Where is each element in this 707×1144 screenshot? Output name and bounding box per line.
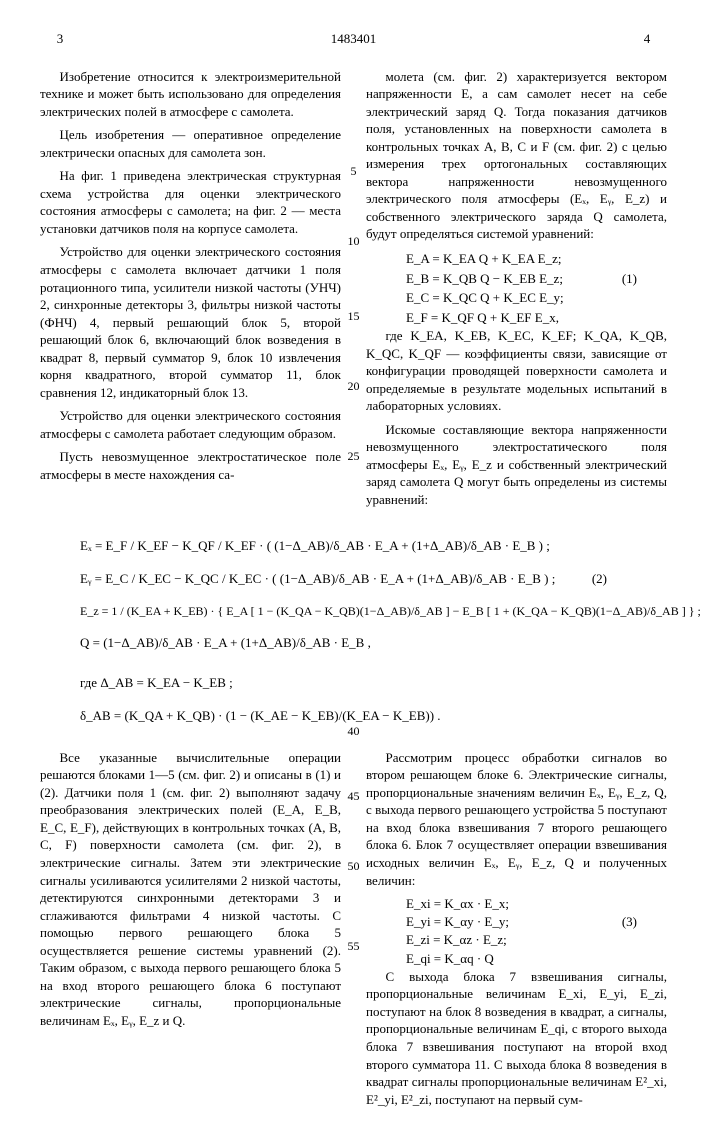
paragraph: где K_EA, K_EB, K_EC, K_EF; K_QA, K_QB, …: [366, 327, 667, 415]
equation-label: (2): [592, 567, 607, 592]
paragraph: Искомые составляющие вектора напряженнос…: [366, 421, 667, 509]
line-marker: 25: [348, 448, 360, 464]
page-number-right: 4: [627, 30, 667, 48]
equation-line: E_z = 1 / (K_EA + K_EB) · { E_A [ 1 − (K…: [80, 600, 667, 623]
equation-line: E_zi = K_αz · E_z;: [406, 931, 667, 949]
paragraph: Рассмотрим процесс обработки сигналов во…: [366, 749, 667, 889]
equation-line: Q = (1−Δ_AB)/δ_AB · E_A + (1+Δ_AB)/δ_AB …: [80, 631, 667, 656]
paragraph: Цель изобретения — оперативное определен…: [40, 126, 341, 161]
right-column: молета (см. фиг. 2) характеризуется вект…: [366, 68, 667, 515]
equation-line: E_C = K_QC Q + K_EC E_y;: [406, 288, 667, 308]
patent-number: 1483401: [80, 30, 627, 48]
equation-line: E_B = K_QB Q − K_EB E_z; (1): [406, 269, 667, 289]
equation-line: Eₓ = E_F / K_EF − K_QF / K_EF · ( (1−Δ_A…: [80, 534, 667, 559]
page-number-left: 3: [40, 30, 80, 48]
line-marker: 40: [348, 723, 360, 739]
paragraph: На фиг. 1 приведена электрическая структ…: [40, 167, 341, 237]
left-column: Изобретение относится к электроизмерител…: [40, 68, 341, 515]
right-column-bottom: Рассмотрим процесс обработки сигналов во…: [366, 749, 667, 1115]
paragraph: Пусть невозмущенное электростатическое п…: [40, 448, 341, 483]
content-wrapper: 5 10 15 20 25 40 45 50 55 Изобретение от…: [40, 68, 667, 1115]
equation-where: δ_AB = (K_QA + K_QB) · (1 − (K_AE − K_EB…: [80, 704, 667, 729]
equation-line: E_xi = K_αx · E_x;: [406, 895, 667, 913]
line-marker: 5: [351, 163, 357, 179]
equation-line: Eᵧ = E_C / K_EC − K_QC / K_EC · ( (1−Δ_A…: [80, 567, 667, 592]
paragraph: Устройство для оценки электрического сос…: [40, 407, 341, 442]
equation-line: E_yi = K_αy · E_y; (3): [406, 913, 667, 931]
line-marker: 20: [348, 378, 360, 394]
line-marker: 10: [348, 233, 360, 249]
paragraph: Все указанные вычислительные операции ре…: [40, 749, 341, 1030]
equation-line: E_F = K_QF Q + K_EF E_x,: [406, 308, 667, 328]
line-marker: 55: [348, 938, 360, 954]
page-header: 3 1483401 4: [40, 30, 667, 48]
line-marker: 50: [348, 858, 360, 874]
equation-line: E_A = K_EA Q + K_EA E_z;: [406, 249, 667, 269]
equation-label: (3): [622, 913, 637, 931]
equation-label: (1): [622, 269, 637, 289]
line-marker: 45: [348, 788, 360, 804]
equation-line: E_qi = K_αq · Q: [406, 950, 667, 968]
line-marker: 15: [348, 308, 360, 324]
equation-block-2: Eₓ = E_F / K_EF − K_QF / K_EF · ( (1−Δ_A…: [40, 534, 667, 728]
paragraph: С выхода блока 7 взвешивания сигналы, пр…: [366, 968, 667, 1108]
paragraph: Устройство для оценки электрического сос…: [40, 243, 341, 401]
left-column-bottom: Все указанные вычислительные операции ре…: [40, 749, 341, 1115]
paragraph: Изобретение относится к электроизмерител…: [40, 68, 341, 121]
paragraph: молета (см. фиг. 2) характеризуется вект…: [366, 68, 667, 243]
equation-where: где Δ_AB = K_EA − K_EB ;: [80, 671, 667, 696]
